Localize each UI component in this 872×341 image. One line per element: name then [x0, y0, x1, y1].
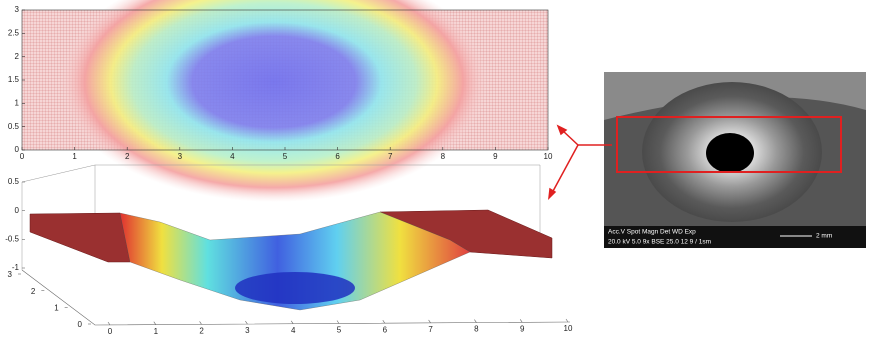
- x-tick-label: 1: [154, 327, 159, 336]
- surface-crater: [119, 211, 471, 311]
- x-tick-label: 9: [520, 324, 525, 333]
- arrows: [548, 124, 612, 201]
- y-tick-label: 2: [31, 287, 36, 296]
- sem-info-bar: [604, 226, 866, 248]
- x-tick-label: 6: [383, 325, 388, 334]
- x-tick: [336, 320, 340, 324]
- z-tick-label: 0.5: [8, 177, 20, 186]
- x-tick: [107, 321, 111, 326]
- x-tick-label: 3: [245, 326, 250, 335]
- x-tick: [199, 321, 202, 325]
- x-tick-label: 4: [230, 152, 235, 161]
- x-tick-label: 3: [178, 152, 183, 161]
- x-tick-label: 5: [337, 326, 342, 335]
- y-tick-label: 3: [15, 5, 20, 14]
- y-tick-label: 2: [15, 52, 20, 61]
- x-tick-label: 7: [428, 325, 433, 334]
- sem-image: Acc.V Spot Magn Det WD Exp 20.0 kV 5.0 9…: [604, 72, 866, 248]
- x-tick-label: 6: [335, 152, 340, 161]
- contour-field: [59, 0, 489, 202]
- x-tick-label: 4: [291, 326, 296, 335]
- x-tick: [290, 320, 294, 324]
- sem-hole: [706, 133, 754, 173]
- selection-box: [616, 116, 842, 173]
- y-tick-label: 1.5: [8, 75, 20, 84]
- x-tick-label: 7: [388, 152, 393, 161]
- y-tick-label: 0: [15, 145, 20, 154]
- x-tick-label: 9: [493, 152, 498, 161]
- z-tick-label: -0.5: [5, 234, 19, 243]
- x-tick: [153, 321, 157, 325]
- x-tick-label: 8: [474, 325, 479, 334]
- x-tick-label: 1: [72, 152, 77, 161]
- y-tick-label: 1: [15, 98, 20, 107]
- x-tick: [382, 320, 386, 324]
- z-tick-label: 0: [15, 206, 20, 215]
- surface-bottom: [235, 272, 355, 304]
- x-tick-label: 10: [544, 152, 553, 161]
- y-tick-label: 1: [54, 303, 59, 312]
- contour-plot: [21, 0, 549, 202]
- y-tick-label: 3: [8, 270, 13, 279]
- surface-flat-left: [29, 212, 131, 263]
- y-tick-label: 0: [78, 320, 83, 329]
- scale-bar-label: 2 mm: [816, 233, 832, 240]
- x-tick-label: 5: [283, 152, 288, 161]
- x-tick-label: 0: [108, 327, 113, 336]
- x-tick: [428, 319, 431, 324]
- z-tick-label: -1: [12, 263, 20, 272]
- x-tick-label: 10: [564, 324, 573, 333]
- x-tick-label: 2: [125, 152, 130, 161]
- x-tick-label: 0: [20, 152, 25, 161]
- x-tick-label: 2: [199, 327, 204, 336]
- y-tick-label: 2.5: [8, 28, 20, 37]
- surface-plot: [21, 164, 571, 326]
- x-tick-label: 8: [441, 152, 446, 161]
- y-tick-label: 0.5: [8, 122, 20, 131]
- sem-caption: 20.0 kV 5.0 9x BSE 25.0 12 9 / 1sm: [608, 239, 711, 246]
- sem-caption: Acc.V Spot Magn Det WD Exp: [608, 229, 696, 236]
- x-tick: [565, 318, 569, 323]
- x-tick: [245, 320, 248, 325]
- x-tick: [474, 319, 477, 323]
- x-tick: [519, 319, 523, 323]
